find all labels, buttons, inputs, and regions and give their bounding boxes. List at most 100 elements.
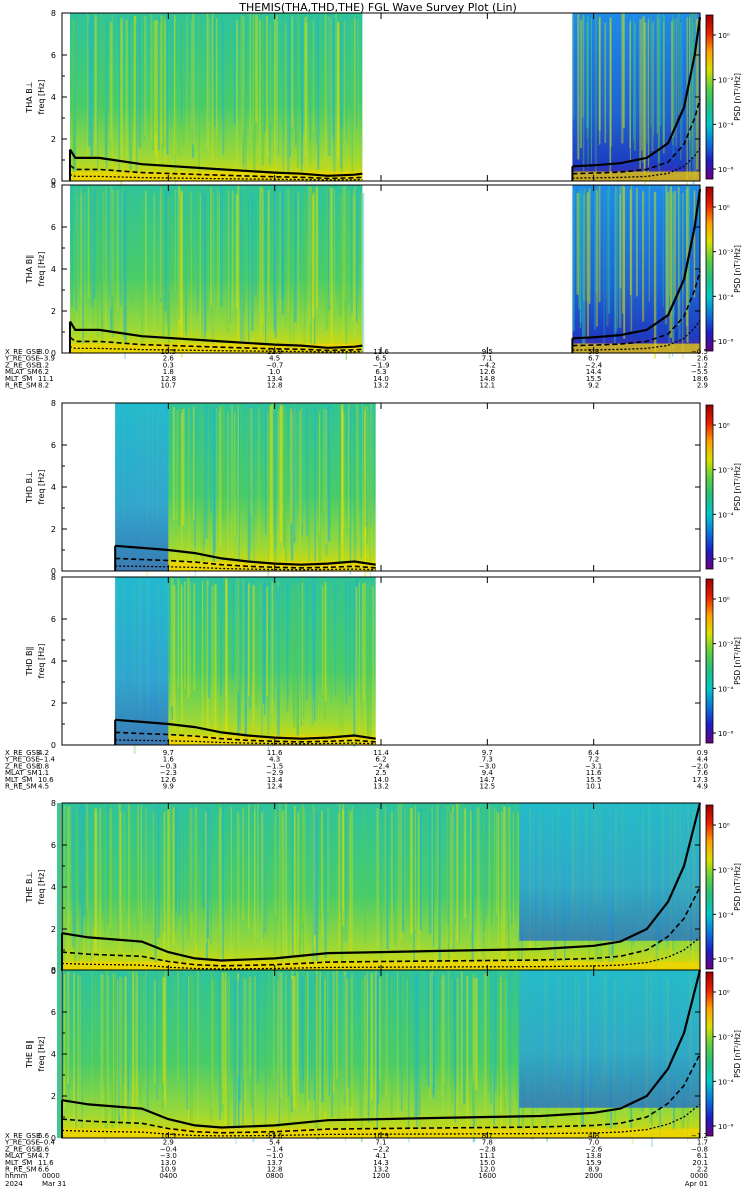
y-tick-label: 8: [51, 399, 56, 408]
colorbar-tick-label: 10⁻²: [718, 77, 734, 85]
time-tick-label: 0000: [690, 1172, 708, 1180]
panel-label: THD B⊥: [25, 471, 34, 504]
ephemeris-value: −2.6: [585, 1145, 603, 1153]
colorbar-tick-label: 10⁻⁶: [718, 730, 734, 738]
ephemeris-value: 0.6: [38, 1145, 50, 1153]
cyclotron-frequency-line: [115, 544, 376, 566]
y-tick-label: 6: [51, 615, 56, 624]
spectrogram-coverage: [69, 185, 363, 353]
half-cyclotron-line: [115, 731, 376, 743]
ephemeris-value: −1.4: [38, 756, 56, 764]
colorbar-tick-label: 10⁻⁴: [718, 1078, 734, 1086]
ephemeris-row-label: Y_RE_GSE: [4, 355, 40, 363]
half-cyclotron-line: [69, 336, 363, 352]
y-tick-label: 0: [51, 567, 56, 576]
ephemeris-value: 4.1: [375, 1152, 386, 1160]
colorbar-tick-label: 10⁰: [718, 422, 730, 430]
y-tick-label: 2: [51, 525, 56, 534]
ephemeris-value: 10.5: [161, 1132, 177, 1140]
colorbar-tick-label: 10⁻⁴: [718, 293, 734, 301]
ephemeris-value: 11.9: [267, 348, 283, 356]
half-cyclotron-line: [115, 557, 376, 569]
ephemeris-value: 4.4: [697, 756, 709, 764]
colorbar-tick-label: 10⁻⁴: [718, 511, 734, 519]
y-tick-label: 6: [51, 1008, 56, 1017]
ephemeris-value: 5.8: [588, 348, 599, 356]
fifth-cyclotron-line: [61, 936, 701, 970]
year-label: 2024: [5, 1180, 23, 1188]
ephemeris-value: −0.4: [38, 1139, 56, 1147]
time-tick-label: 1600: [478, 1172, 496, 1180]
y-tick-label: 6: [51, 223, 56, 232]
colorbar-label: PSD [nT²/Hz]: [733, 245, 742, 293]
colorbar-tick-label: 10⁰: [718, 204, 730, 212]
ephemeris-value: 11.1: [38, 375, 54, 383]
spectrogram-panels: 0 2 4 6 8 THA B⊥ freq [Hz] 10⁰ 10⁻² 10⁻⁴ 10⁻⁶ PSD […: [25, 9, 742, 1147]
y-tick-label: 0: [51, 349, 56, 358]
ephemeris-value: 1.0: [269, 368, 280, 376]
ephemeris-value: 13.2: [373, 1166, 389, 1174]
ephemeris-value: 6.1: [697, 1152, 708, 1160]
spectrogram-panel-tha-bl: 0 2 4 6 8 THA B⊥ freq [Hz] 10⁰ 10⁻² 10⁻⁴ 10⁻⁶ PSD […: [25, 9, 742, 186]
ephemeris-value: 4.7: [38, 1152, 49, 1160]
ephemeris-value: 12.6: [161, 776, 177, 784]
ephemeris-value: −5.5: [691, 368, 708, 376]
colorbar-tick-label: 10⁰: [718, 822, 730, 830]
colorbar: [705, 971, 714, 1137]
ephemeris-value: 12.8: [267, 1166, 283, 1174]
y-tick-label: 4: [51, 883, 56, 892]
fifth-cyclotron-line: [115, 565, 376, 571]
ephemeris-value: 1.1: [38, 769, 49, 777]
ephemeris-value: 0.3: [163, 361, 174, 369]
half-cyclotron-line: [572, 270, 701, 347]
ephemeris-value: 15.9: [586, 1159, 602, 1167]
ephemeris-value: 7.3: [482, 756, 493, 764]
colorbar-label: PSD [nT²/Hz]: [733, 863, 742, 911]
ephemeris-value: 14.0: [373, 375, 389, 383]
ephemeris-row-label: MLT_SM: [5, 1159, 32, 1167]
ephemeris-row-label: R_RE_SM: [5, 1166, 37, 1174]
ephemeris-value: −4.2: [479, 361, 496, 369]
ephemeris-value: 0.9: [697, 749, 708, 757]
cyclotron-frequency-line: [61, 802, 702, 962]
panel-label: THA B⊥: [25, 81, 34, 113]
colorbar: [705, 404, 714, 570]
spectrogram-panel-thd-bpar: 0 2 4 6 8 THD B∥ freq [Hz] 10⁰ 10⁻² 10⁻⁴ 10⁻⁶ PSD […: [25, 573, 742, 755]
cyclotron-frequency-line: [69, 148, 363, 177]
ephemeris-value: 7.2: [588, 756, 599, 764]
half-cyclotron-line: [572, 98, 701, 175]
panel-label: THE B∥: [25, 1040, 34, 1069]
ephemeris-value: 1.2: [38, 361, 49, 369]
ephemeris-value: −0.4: [160, 1145, 178, 1153]
ephemeris-value: 8.9: [588, 1166, 599, 1174]
ephemeris-value: −3.1: [585, 762, 602, 770]
y-tick-label: 2: [51, 925, 56, 934]
ephemeris-value: 14.8: [480, 375, 496, 383]
ephemeris-value: 11.1: [480, 1152, 496, 1160]
colorbar-label: PSD [nT²/Hz]: [733, 637, 742, 685]
ephemeris-value: 14.3: [373, 1159, 389, 1167]
spectrogram-panel-tha-bpar: 0 2 4 6 8 THA B∥ freq [Hz] 10⁰ 10⁻² 10⁻⁴ 10⁻⁶ PSD […: [25, 181, 742, 361]
y-axis-label: freq [Hz]: [37, 470, 46, 505]
ephemeris-value: 14.4: [586, 368, 602, 376]
ephemeris-value: −1.0: [266, 1152, 283, 1160]
ephemeris-value: 12.4: [267, 783, 283, 791]
panel-label: THA B∥: [25, 255, 34, 284]
ephemeris-value: 14.7: [480, 776, 496, 784]
colorbar-label: PSD [nT²/Hz]: [733, 1030, 742, 1078]
ephemeris-value: 11.4: [373, 749, 389, 757]
ephemeris-row-label: X_RE_GSE: [5, 348, 40, 356]
ephemeris-row-label: MLAT_SM: [5, 1152, 38, 1160]
ephemeris-row-label: MLAT_SM: [5, 368, 38, 376]
ephemeris-value: 9.7: [482, 749, 493, 757]
ephemeris-value: 7.1: [482, 355, 493, 363]
y-tick-label: 8: [51, 799, 56, 808]
ephemeris-value: −0.3: [160, 762, 177, 770]
ephemeris-value: −0.5: [691, 348, 708, 356]
ephemeris-value: 9.9: [163, 783, 174, 791]
ephemeris-value: 10.6: [38, 776, 54, 784]
ephemeris-value: 8.2: [38, 382, 49, 390]
ephemeris-row-label: X_RE_GSE: [5, 749, 40, 757]
